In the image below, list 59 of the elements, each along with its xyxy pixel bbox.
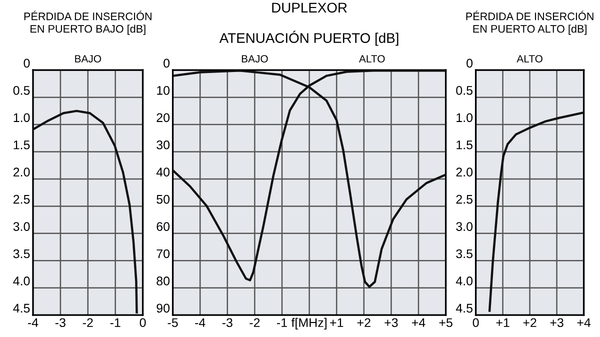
chart-title: DUPLEXOR (272, 2, 347, 13)
y-tick-label: 3.5 (456, 249, 472, 258)
x-tick-label: -2 (250, 318, 260, 327)
x-tick-label: -1 (110, 318, 120, 327)
x-tick-label: +2 (357, 318, 370, 327)
y-tick-label: 0 (466, 58, 473, 68)
chart-title: PÉRDIDA DE INSERCIÓN EN PUERTO BAJO [dB] (24, 10, 152, 35)
y-tick-label: 80 (156, 276, 170, 286)
y-tick-label: 10 (157, 86, 170, 95)
annotation: ALTO (358, 55, 385, 62)
chart-subtitle: ATENUACIÓN PUERTO [dB] (219, 30, 398, 46)
text: ALTO (516, 55, 542, 62)
y-tick-label: 3.0 (456, 222, 473, 231)
y-tick-label: 2.0 (13, 168, 30, 177)
y-tick-label: 1.5 (456, 140, 472, 150)
y-tick-label: 1.0 (14, 113, 30, 122)
y-tick-label: 3.5 (13, 249, 30, 258)
text: BAJO (75, 55, 102, 62)
y-tick-label: 4.5 (13, 304, 30, 313)
x-tick-label: +1 (330, 318, 344, 327)
x-tick-label: +3 (550, 318, 564, 328)
x-tick-label: +2 (523, 318, 536, 327)
y-tick-label: 4.0 (456, 276, 473, 286)
x-tick-label: +4 (412, 318, 426, 327)
x-tick-label: -4 (28, 318, 38, 327)
y-tick-label: 20 (156, 113, 170, 122)
x-tick-label: -1 (277, 318, 287, 327)
y-tick-label: 1.5 (14, 140, 30, 150)
x-tick-label: +3 (384, 318, 398, 328)
chart-title: PÉRDIDA DE INSERCIÓN EN PUERTO ALTO [dB] (466, 10, 594, 35)
x-tick-label: 0 (472, 318, 479, 328)
y-tick-label: 4.0 (13, 276, 30, 286)
x-tick-label: -2 (82, 318, 93, 327)
y-tick-label: 70 (156, 249, 170, 258)
annotation: BAJO (242, 55, 268, 62)
x-tick-label: -4 (195, 318, 206, 327)
x-tick-label: +5 (439, 318, 452, 328)
y-tick-label: 0.5 (13, 86, 30, 95)
y-tick-label: 4.5 (456, 304, 472, 313)
y-tick-label: 30 (156, 140, 170, 150)
y-tick-label: 40 (156, 168, 170, 177)
y-tick-label: 2.5 (456, 194, 472, 204)
x-tick-label: +4 (577, 318, 591, 327)
x-tick-label: -3 (55, 318, 66, 328)
x-tick-label: 0 (140, 318, 146, 328)
x-tick-label: f[MHz] (291, 318, 326, 330)
y-tick-label: 0 (24, 58, 30, 68)
y-tick-label: 0.5 (456, 86, 472, 95)
y-tick-label: 3.0 (13, 222, 30, 231)
y-tick-label: 60 (156, 222, 170, 231)
x-tick-label: -5 (168, 318, 178, 328)
y-tick-label: 50 (156, 194, 170, 204)
y-tick-label: 2.0 (456, 168, 473, 177)
y-tick-label: 1.0 (456, 113, 473, 122)
y-tick-label: 2.5 (13, 194, 30, 204)
y-tick-label: 0 (164, 58, 170, 68)
x-tick-label: -3 (222, 318, 232, 328)
y-tick-label: 90 (156, 304, 170, 313)
x-tick-label: +1 (496, 318, 510, 327)
